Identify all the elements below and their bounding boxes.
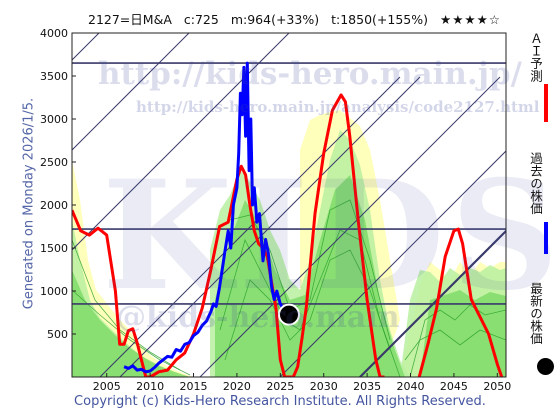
y-tick-label: 2000 bbox=[40, 199, 68, 212]
ai-forecast-line-0 bbox=[72, 93, 385, 377]
stock-code-name: 2127=日M&A bbox=[88, 12, 172, 27]
y-tick-label: 500 bbox=[47, 328, 68, 341]
legend-ai-forecast: ＡＩ予測 bbox=[520, 32, 556, 122]
y-axis: 500 1000 1500 2000 2500 3000 3500 4000 bbox=[40, 27, 76, 341]
x-tick-label: 2010 bbox=[136, 380, 164, 393]
price-series bbox=[72, 61, 504, 377]
chart-header: 2127=日M&A c:725 m:964(+33%) t:1850(+155%) ★★… bbox=[88, 9, 513, 28]
x-tick-label: 2020 bbox=[223, 380, 251, 393]
mid-target: m:964(+33%) bbox=[230, 12, 320, 27]
x-tick-label: 2045 bbox=[440, 380, 468, 393]
x-tick-label: 2030 bbox=[310, 380, 338, 393]
latest-price-marker bbox=[278, 303, 300, 326]
y-tick-label: 3500 bbox=[40, 70, 68, 83]
x-tick-label: 2005 bbox=[93, 380, 121, 393]
forecast-band-line-4 bbox=[404, 329, 506, 361]
watermark-logo: KIDS bbox=[102, 148, 560, 324]
forecast-band-line-1 bbox=[219, 229, 401, 377]
legend-latest-price: 最新の株価 bbox=[520, 282, 556, 382]
trend-line-5 bbox=[279, 150, 506, 377]
x-tick-label: 2040 bbox=[397, 380, 425, 393]
trend-line-4 bbox=[199, 76, 501, 377]
watermark-bottom: @kids-hero.main bbox=[116, 300, 400, 335]
legend-past-price-swatch bbox=[544, 222, 548, 254]
trend-line-7 bbox=[119, 76, 421, 377]
watermark-analysis-url: http://kids-hero.main.jp/analysis/code21… bbox=[136, 98, 540, 116]
legend-latest-price-label: 最新の株価 bbox=[528, 282, 543, 345]
y-tick-label: 2500 bbox=[40, 156, 68, 169]
x-tick-label: 2015 bbox=[180, 380, 208, 393]
latest-price-dot bbox=[278, 303, 300, 326]
forecast-band-8 bbox=[420, 290, 506, 377]
forecast-band-line-6 bbox=[229, 199, 391, 341]
y-tick-label: 4000 bbox=[40, 27, 68, 40]
rating-stars: ★★★★☆ bbox=[439, 12, 502, 27]
x-tick-label: 2050 bbox=[483, 380, 511, 393]
generated-date-label: Generated on Monday 2026/1/5. bbox=[21, 97, 37, 310]
copyright-footer: Copyright (c) Kids-Hero Research Institu… bbox=[74, 394, 486, 409]
target-price: t:1850(+155%) bbox=[331, 12, 428, 27]
ai-forecast-line-1 bbox=[417, 227, 504, 377]
forecast-band-line-3 bbox=[409, 304, 506, 377]
legend-past-price-label: 過去の株価 bbox=[528, 152, 543, 215]
watermark-url: http://kids-hero.main.jp/ bbox=[98, 56, 522, 92]
y-tick-label: 1500 bbox=[40, 242, 68, 255]
y-tick-label: 1000 bbox=[40, 285, 68, 298]
legend-ai-forecast-label: ＡＩ予測 bbox=[528, 32, 543, 82]
legend-ai-forecast-swatch bbox=[544, 84, 548, 122]
x-axis: 2005 2010 2015 2020 2025 2030 2035 2040 2045 2050 bbox=[93, 373, 511, 393]
past-price-line-2 bbox=[123, 61, 287, 374]
legend: ＡＩ予測 過去の株価 最新の株価 bbox=[520, 32, 556, 382]
y-tick-label: 3000 bbox=[40, 113, 68, 126]
x-tick-label: 2035 bbox=[353, 380, 381, 393]
x-tick-label: 2025 bbox=[266, 380, 294, 393]
trend-line-1 bbox=[72, 33, 190, 151]
legend-past-price: 過去の株価 bbox=[520, 152, 556, 254]
current-price: c:725 bbox=[183, 12, 219, 27]
legend-latest-price-marker bbox=[537, 358, 554, 375]
trend-line-6 bbox=[359, 229, 506, 377]
trend-line-0 bbox=[72, 33, 290, 251]
forecast-band-6 bbox=[72, 270, 190, 377]
